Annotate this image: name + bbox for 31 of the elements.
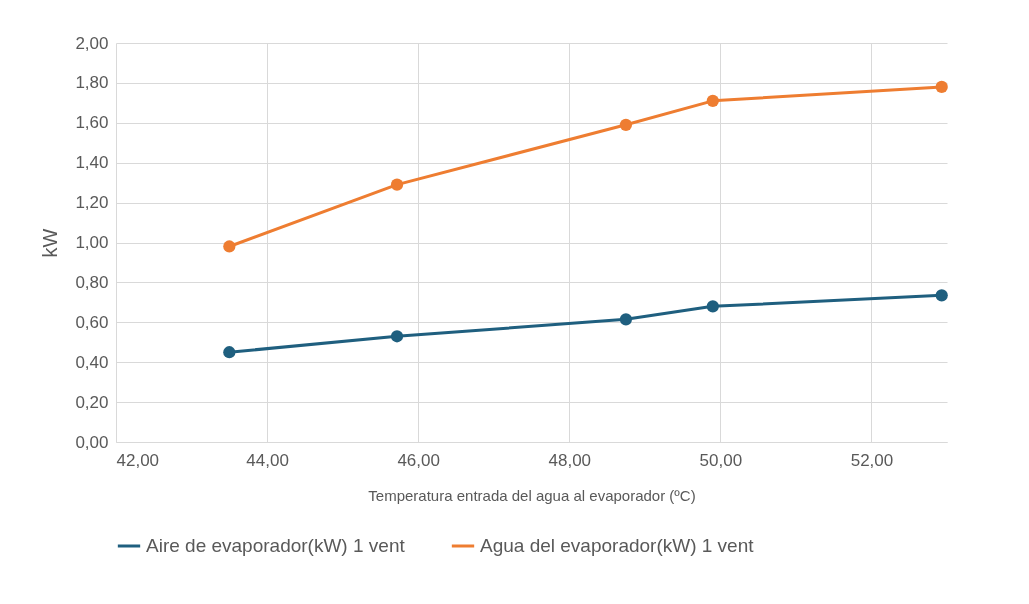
legend-label: Agua del evaporador(kW) 1 vent <box>480 535 755 556</box>
x-tick-label: 50,00 <box>699 450 743 470</box>
point <box>619 313 633 326</box>
x-axis-title: Temperatura entrada del agua al evaporador (ºC) <box>368 486 696 504</box>
point <box>223 240 236 253</box>
y-tick-label: 1,60 <box>75 113 109 133</box>
y-tick-label: 0,40 <box>75 352 109 372</box>
point <box>390 178 404 191</box>
y-tick-label: 1,00 <box>75 233 109 252</box>
point <box>706 94 719 107</box>
y-tick-label: 1,80 <box>75 73 109 93</box>
x-tick-label: 48,00 <box>548 450 592 470</box>
y-tick-label: 0,00 <box>75 432 109 452</box>
x-tick-label: 46,00 <box>397 450 440 470</box>
y-tick-label: 0,60 <box>75 312 109 332</box>
x-tick-label: 44,00 <box>246 450 289 470</box>
y-tick-label: 0,20 <box>75 392 109 412</box>
x-tick-label: 42,00 <box>116 450 160 470</box>
y-tick-label: 0,80 <box>75 272 109 292</box>
point <box>706 300 719 313</box>
y-axis-title: kW <box>39 228 62 258</box>
y-tick-label: 2,00 <box>75 33 109 53</box>
legend-label: Aire de evaporador(kW) 1 vent <box>146 535 406 556</box>
point <box>619 118 633 131</box>
point <box>935 80 948 93</box>
y-tick-label: 1,20 <box>75 193 109 213</box>
x-tick-label: 52,00 <box>850 450 894 470</box>
point <box>390 330 404 343</box>
point <box>935 289 948 302</box>
y-tick-label: 1,40 <box>75 153 109 173</box>
point <box>223 346 236 359</box>
